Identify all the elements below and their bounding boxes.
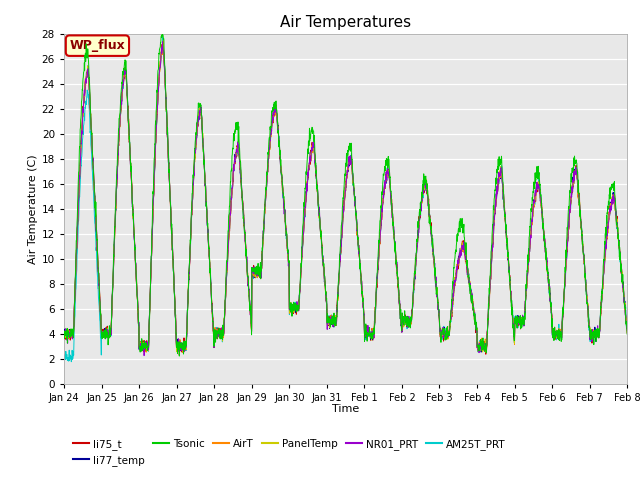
Text: WP_flux: WP_flux (70, 39, 125, 52)
Legend: li75_t, li77_temp, Tsonic, AirT, PanelTemp, NR01_PRT, AM25T_PRT: li75_t, li77_temp, Tsonic, AirT, PanelTe… (69, 435, 509, 470)
Y-axis label: Air Temperature (C): Air Temperature (C) (28, 154, 38, 264)
X-axis label: Time: Time (332, 405, 359, 414)
Title: Air Temperatures: Air Temperatures (280, 15, 411, 30)
